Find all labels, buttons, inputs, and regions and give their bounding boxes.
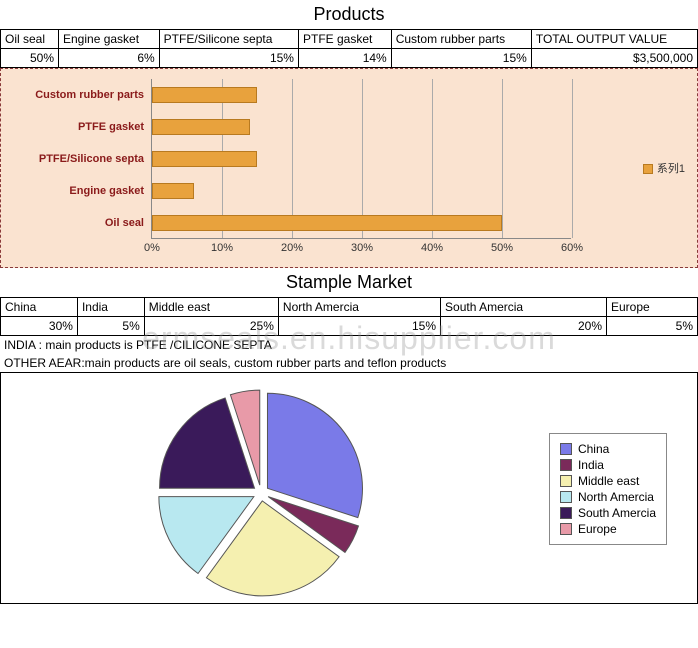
note-other: OTHER AEAR:main products are oil seals, …: [0, 354, 698, 372]
bar-label: PTFE gasket: [78, 121, 144, 133]
bar-label: PTFE/Silicone septa: [39, 153, 144, 165]
market-value: 30%: [1, 317, 78, 336]
pie-legend-swatch: [560, 491, 572, 503]
bar-chart-legend: 系列1: [643, 160, 685, 176]
note-india: INDIA : main products is PTFE /CILICONE …: [0, 336, 698, 354]
market-header: South Amercia: [441, 298, 607, 317]
pie-legend-label: China: [578, 442, 609, 456]
products-value: 15%: [391, 49, 531, 68]
market-table: ChinaIndiaMiddle eastNorth AmerciaSouth …: [0, 297, 698, 336]
pie-legend-item: South Amercia: [560, 506, 656, 520]
market-pie-chart: China India Middle east North Amercia South …: [0, 372, 698, 604]
market-header: North Amercia: [278, 298, 440, 317]
pie-legend-swatch: [560, 459, 572, 471]
market-title: Stample Market: [0, 268, 698, 297]
pie-legend-item: India: [560, 458, 656, 472]
x-tick: 30%: [351, 242, 373, 254]
products-header: Oil seal: [1, 30, 59, 49]
legend-label: 系列1: [657, 163, 685, 175]
market-header: Europe: [607, 298, 698, 317]
bar: [152, 183, 194, 199]
x-tick: 40%: [421, 242, 443, 254]
market-value: 20%: [441, 317, 607, 336]
products-title: Products: [0, 0, 698, 29]
products-table: Oil sealEngine gasketPTFE/Silicone septa…: [0, 29, 698, 68]
pie-legend-swatch: [560, 475, 572, 487]
pie-svg: [131, 381, 411, 605]
products-value: 14%: [298, 49, 391, 68]
pie-legend-swatch: [560, 523, 572, 535]
market-value: 5%: [607, 317, 698, 336]
bar: [152, 151, 257, 167]
bar-label: Custom rubber parts: [35, 89, 144, 101]
x-tick: 60%: [561, 242, 583, 254]
products-value: $3,500,000: [531, 49, 697, 68]
products-header: TOTAL OUTPUT VALUE: [531, 30, 697, 49]
bar: [152, 119, 250, 135]
products-value: 6%: [59, 49, 160, 68]
pie-slice: [267, 393, 362, 517]
market-value: 5%: [77, 317, 144, 336]
products-value: 50%: [1, 49, 59, 68]
bar-label: Oil seal: [105, 217, 144, 229]
pie-legend-swatch: [560, 443, 572, 455]
pie-legend-item: China: [560, 442, 656, 456]
products-value: 15%: [159, 49, 298, 68]
pie-legend-item: Europe: [560, 522, 656, 536]
pie-legend: China India Middle east North Amercia South …: [549, 433, 667, 545]
x-tick: 0%: [144, 242, 160, 254]
pie-legend-item: Middle east: [560, 474, 656, 488]
bar-label: Engine gasket: [69, 185, 144, 197]
x-tick: 20%: [281, 242, 303, 254]
market-header: Middle east: [144, 298, 278, 317]
market-value: 15%: [278, 317, 440, 336]
products-header: Custom rubber parts: [391, 30, 531, 49]
market-value: 25%: [144, 317, 278, 336]
pie-legend-label: South Amercia: [578, 506, 656, 520]
pie-legend-swatch: [560, 507, 572, 519]
pie-legend-label: North Amercia: [578, 490, 654, 504]
products-bar-chart: 0% 10% 20% 30% 40% 50% 60% Custom rubber parts P…: [0, 68, 698, 268]
products-header: Engine gasket: [59, 30, 160, 49]
pie-legend-label: Europe: [578, 522, 617, 536]
pie-legend-label: India: [578, 458, 604, 472]
bar: [152, 215, 502, 231]
market-header: China: [1, 298, 78, 317]
products-header: PTFE/Silicone septa: [159, 30, 298, 49]
legend-swatch: [643, 164, 653, 174]
bar: [152, 87, 257, 103]
x-tick: 10%: [211, 242, 233, 254]
products-header: PTFE gasket: [298, 30, 391, 49]
pie-legend-label: Middle east: [578, 474, 639, 488]
market-header: India: [77, 298, 144, 317]
pie-legend-item: North Amercia: [560, 490, 656, 504]
x-tick: 50%: [491, 242, 513, 254]
